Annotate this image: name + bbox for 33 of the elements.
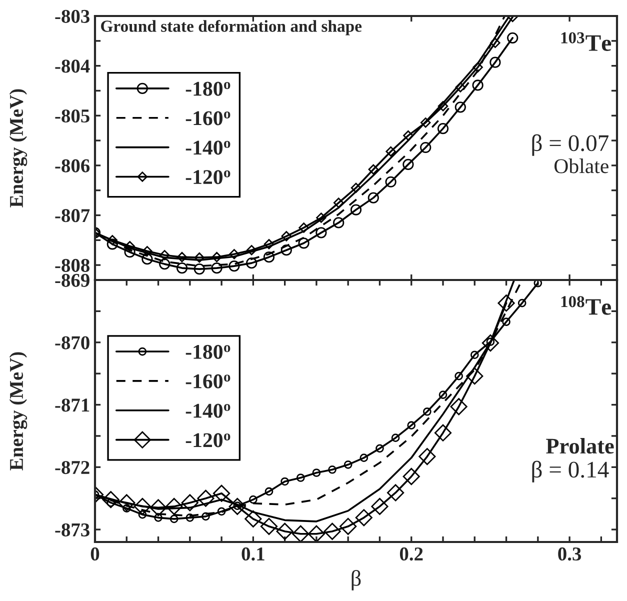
y-tick-label: -873	[55, 523, 90, 536]
legend-label: -160$^{o}$	[186, 111, 230, 126]
legend-label: -180$^{o}$	[186, 82, 230, 96]
legend-label: -120$^{o}$	[186, 170, 230, 184]
legend-label: -140$^{o}$	[186, 404, 230, 418]
x-axis-title: β	[352, 570, 361, 590]
y-tick-label: -872	[55, 460, 90, 474]
y-axis-title: Energy (MeV)	[9, 89, 28, 208]
y-tick-label: -807	[55, 209, 90, 222]
y-tick-label: -870	[55, 336, 90, 350]
legend-label: -140$^{o}$	[186, 140, 230, 155]
annotation: Oblate	[554, 158, 608, 174]
annotation: Prolate	[546, 438, 614, 454]
y-tick-label: -804	[55, 60, 90, 73]
annotation: $^{103}$Te	[561, 32, 611, 52]
x-tick-label: 0.2	[400, 547, 423, 561]
y-tick-label: -869	[55, 274, 90, 287]
x-tick-label: 0.3	[558, 547, 582, 561]
annotation: Ground state deformation and shape	[101, 20, 362, 36]
legend-label: -180$^{o}$	[186, 344, 230, 359]
x-tick-label: 0.1	[242, 547, 264, 561]
annotation: $^{108}$Te	[561, 296, 611, 315]
y-tick-label: -808	[55, 258, 90, 272]
y-tick-label: -803	[55, 10, 90, 23]
x-tick-label: 0	[90, 547, 100, 561]
annotation: β = 0.14	[532, 460, 609, 482]
y-tick-label: -805	[55, 109, 90, 123]
y-tick-label: -806	[55, 159, 90, 172]
legend-label: -160$^{o}$	[186, 374, 230, 388]
y-tick-label: -871	[55, 398, 90, 412]
annotation: β = 0.07	[532, 134, 608, 156]
legend-label: -120$^{o}$	[186, 433, 230, 448]
y-axis-title: Energy (MeV)	[9, 352, 28, 470]
